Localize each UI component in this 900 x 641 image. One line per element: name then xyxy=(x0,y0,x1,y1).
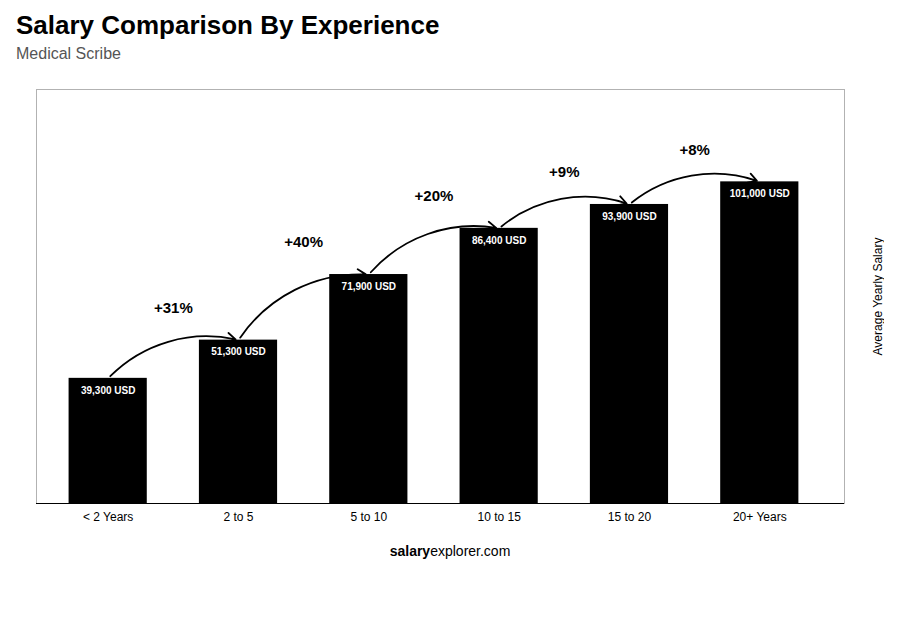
svg-text:+40%: +40% xyxy=(284,233,323,250)
svg-text:15 to 20: 15 to 20 xyxy=(608,510,652,524)
svg-text:+9%: +9% xyxy=(549,163,579,180)
svg-text:+20%: +20% xyxy=(415,187,454,204)
svg-text:101,000 USD: 101,000 USD xyxy=(730,188,790,199)
html-text:Salary Comparison By Experienc: Salary Comparison By Experience xyxy=(16,10,440,40)
svg-text:5 to 10: 5 to 10 xyxy=(350,510,387,524)
svg-text:< 2 Years: < 2 Years xyxy=(83,510,133,524)
html-text:salary explorer.com: salary explorer.com xyxy=(389,543,511,559)
svg-text:10 to 15: 10 to 15 xyxy=(477,510,521,524)
svg-text:+31%: +31% xyxy=(154,299,193,316)
svg-text:2 to 5: 2 to 5 xyxy=(223,510,253,524)
svg-text:+8%: +8% xyxy=(679,141,709,158)
svg-text:39,300 USD: 39,300 USD xyxy=(81,385,135,396)
svg-text:51,300 USD: 51,300 USD xyxy=(211,346,265,357)
svg-text:93,900 USD: 93,900 USD xyxy=(602,211,656,222)
svg-text:71,900 USD: 71,900 USD xyxy=(342,281,396,292)
html-text:Medical Scribe: Medical Scribe xyxy=(16,45,121,62)
svg-text:86,400 USD: 86,400 USD xyxy=(472,235,526,246)
svg-text:20+ Years: 20+ Years xyxy=(733,510,787,524)
svg-text:Average Yearly Salary: Average Yearly Salary xyxy=(871,238,885,356)
